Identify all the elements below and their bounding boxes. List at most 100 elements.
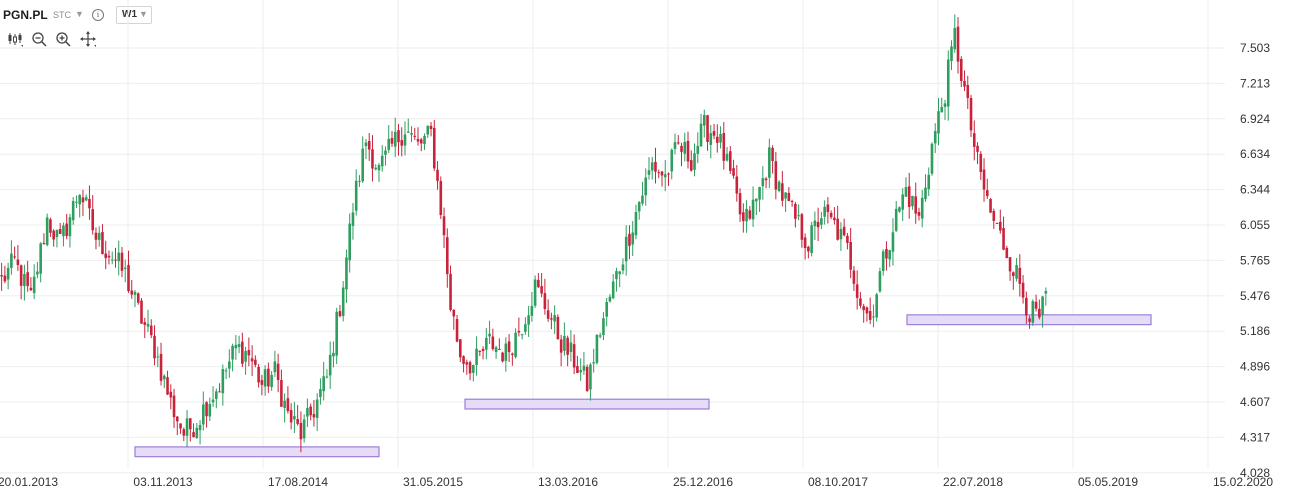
candle-body: [719, 133, 722, 143]
candle-body: [826, 204, 830, 213]
candle-body: [75, 201, 78, 203]
candle-body: [524, 324, 527, 332]
candle-body: [761, 178, 765, 187]
candle-body: [485, 337, 488, 350]
candle-body: [774, 161, 778, 190]
support-zone: [134, 446, 380, 458]
candle-body: [312, 414, 316, 418]
candle-body: [966, 84, 970, 98]
candle-body: [686, 140, 690, 162]
x-tick-label: 17.08.2014: [268, 475, 328, 489]
candle-body: [589, 364, 592, 390]
candle-body: [39, 243, 42, 274]
candle-body: [628, 233, 631, 246]
candle-body: [1005, 247, 1009, 259]
candle-body: [436, 169, 439, 181]
candle-body: [901, 194, 905, 210]
candle-body: [758, 187, 761, 200]
candle-body: [920, 197, 924, 219]
candle-body: [263, 369, 267, 387]
candle-body: [543, 293, 547, 309]
candle-body: [992, 210, 996, 221]
candle-body: [813, 220, 817, 227]
candle-body: [146, 323, 150, 327]
x-tick-label: 31.05.2015: [403, 475, 463, 489]
candle-body: [280, 380, 283, 407]
candle-body: [689, 160, 693, 171]
candle-body: [546, 310, 550, 319]
candle-body: [172, 395, 176, 418]
symbol-label[interactable]: PGN.PL: [3, 8, 48, 22]
y-tick-label: 4.607: [1240, 395, 1270, 409]
candle-body: [709, 133, 713, 145]
candlestick-type-icon[interactable]: [6, 30, 24, 48]
candle-body: [989, 198, 992, 213]
candle-body: [585, 366, 589, 392]
y-tick-label: 6.634: [1240, 147, 1270, 161]
candle-body: [1041, 296, 1044, 316]
y-tick-label: 6.344: [1240, 183, 1270, 197]
candle-body: [62, 225, 65, 237]
candle-body: [293, 416, 296, 420]
candle-body: [325, 376, 329, 378]
candle-body: [117, 252, 121, 262]
candle-body: [348, 223, 351, 261]
candle-body: [36, 271, 39, 275]
candle-body: [247, 349, 251, 356]
candle-body: [6, 267, 10, 280]
candle-body: [32, 276, 36, 294]
y-tick-label: 7.213: [1240, 76, 1270, 90]
candle-body: [985, 190, 989, 197]
candle-body: [771, 147, 774, 161]
y-tick-label: 5.765: [1240, 253, 1270, 267]
x-tick-label: 05.05.2019: [1078, 475, 1138, 489]
candle-body: [189, 418, 192, 430]
candle-body: [338, 311, 342, 317]
candle-body: [803, 237, 807, 248]
candle-body: [140, 300, 143, 324]
candle-body: [976, 145, 979, 152]
candle-body: [582, 365, 586, 371]
zoom-in-icon[interactable]: [54, 30, 72, 48]
candle-body: [566, 337, 569, 355]
market-label[interactable]: STC: [53, 10, 71, 20]
crosshair-move-icon[interactable]: [79, 30, 97, 48]
candle-body: [504, 343, 508, 361]
candle-body: [107, 255, 111, 258]
candle-body: [930, 143, 934, 174]
zoom-out-icon[interactable]: [30, 30, 48, 48]
candle-body: [1012, 272, 1015, 276]
candle-body: [315, 399, 319, 418]
candle-body: [143, 322, 147, 325]
x-tick-label: 03.11.2013: [133, 475, 192, 489]
candle-body: [768, 147, 771, 178]
candle-body: [852, 270, 856, 284]
candle-body: [58, 229, 62, 234]
candle-body: [159, 353, 163, 381]
candle-body: [878, 271, 882, 292]
candle-body: [553, 315, 556, 322]
candle-body: [676, 142, 680, 144]
candle-body: [120, 252, 124, 271]
interval-label: W1: [122, 9, 137, 20]
candle-body: [42, 242, 46, 244]
candle-body: [250, 358, 254, 362]
candle-body: [114, 259, 117, 261]
candle-body: [631, 232, 635, 245]
candle-body: [608, 296, 612, 302]
y-tick-label: 4.028: [1240, 466, 1270, 480]
market-dropdown-icon[interactable]: ▼: [75, 9, 84, 19]
info-icon[interactable]: i: [92, 9, 104, 21]
candle-body: [982, 169, 986, 190]
candle-body: [136, 293, 140, 303]
candle-body: [615, 271, 618, 280]
chart-grid: [0, 0, 1225, 474]
interval-select[interactable]: W1 ▼: [116, 6, 152, 24]
candle-body: [693, 153, 696, 170]
candle-body: [959, 58, 963, 81]
support-zones: [134, 314, 1152, 458]
candle-body: [94, 232, 98, 240]
candle-body: [478, 350, 482, 352]
candle-body: [611, 281, 615, 299]
